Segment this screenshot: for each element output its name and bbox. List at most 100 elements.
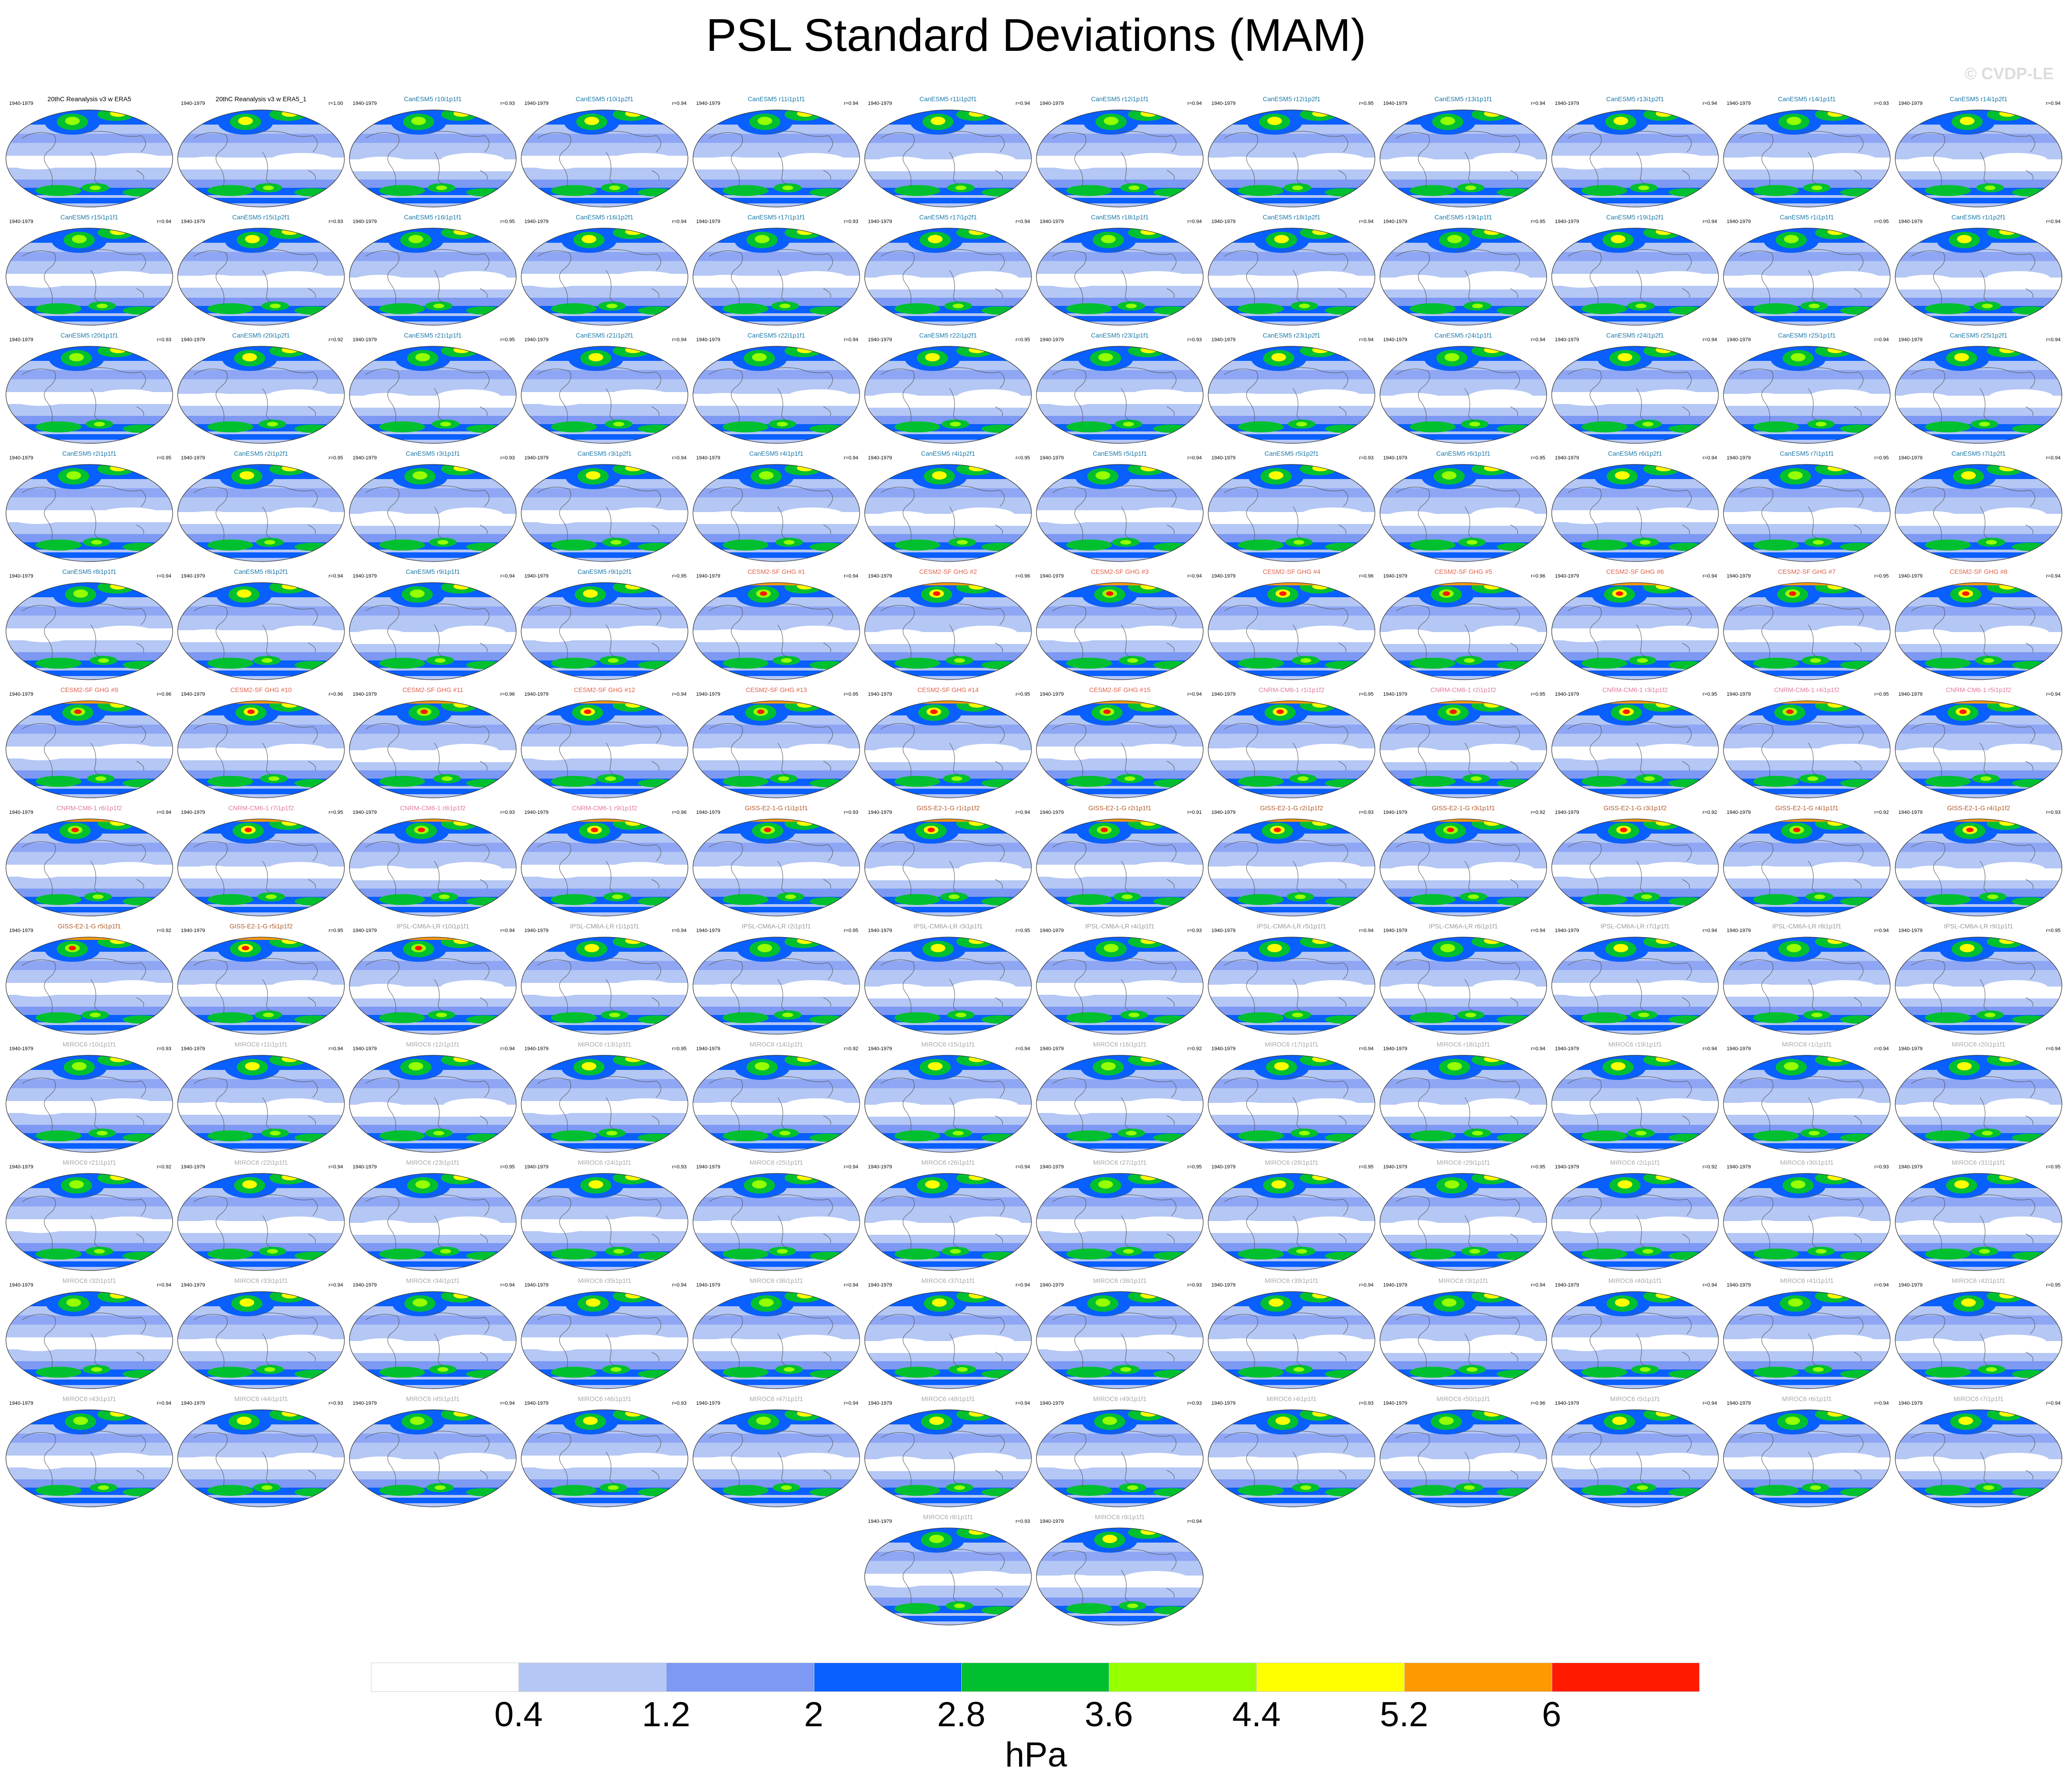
panel-pattern-correlation: r=0.94	[1702, 219, 1718, 224]
psl-stddev-map	[1036, 1291, 1204, 1389]
map-panel: MIROC6 r11i1p1f1 1940-1979 r=0.94	[175, 1041, 347, 1156]
panel-pattern-correlation: r=0.94	[672, 928, 687, 933]
panel-pattern-correlation: r=0.94	[1359, 1282, 1374, 1288]
panel-pattern-correlation: r=0.94	[844, 101, 859, 106]
psl-stddev-map	[1723, 818, 1891, 916]
psl-stddev-map	[1723, 346, 1891, 444]
map-panel: CanESM5 r15i1p2f1 1940-1979 r=0.93	[175, 213, 347, 329]
psl-stddev-map	[1208, 818, 1375, 916]
map-panel: MIROC6 r1i1p1f1 1940-1979 r=0.94	[1721, 1041, 1892, 1156]
psl-stddev-map	[1208, 937, 1375, 1035]
panel-pattern-correlation: r=0.94	[1187, 455, 1202, 461]
panel-years-label: 1940-1979	[1555, 455, 1579, 461]
panel-years-label: 1940-1979	[1555, 692, 1579, 697]
psl-stddev-map	[864, 346, 1032, 444]
psl-stddev-map	[521, 464, 688, 562]
panel-years-label: 1940-1979	[1555, 337, 1579, 343]
panel-pattern-correlation: r=0.94	[1187, 692, 1202, 697]
psl-stddev-map	[1036, 346, 1204, 444]
panel-years-label: 1940-1979	[1383, 455, 1407, 461]
panel-years-label: 1940-1979	[181, 928, 205, 933]
panel-run-title: CanESM5 r8i1p2f1	[234, 568, 289, 575]
panel-pattern-correlation: r=0.94	[500, 928, 515, 933]
panel-years-label: 1940-1979	[353, 692, 377, 697]
map-panel: 20thC Reanalysis v3 w ERA5_1 1940-1979 r=1…	[175, 95, 347, 211]
psl-stddev-map	[1551, 464, 1719, 562]
psl-stddev-map	[1895, 818, 2062, 916]
psl-stddev-map	[1551, 818, 1719, 916]
psl-stddev-map	[864, 1527, 1032, 1625]
panel-run-title: CanESM5 r24i1p2f1	[1606, 332, 1664, 339]
psl-stddev-map	[5, 109, 173, 207]
panel-run-title: CanESM5 r5i1p2f1	[1264, 450, 1319, 457]
panel-pattern-correlation: r=0.93	[844, 810, 859, 815]
panel-years-label: 1940-1979	[1383, 573, 1407, 579]
psl-stddev-map	[864, 1055, 1032, 1153]
panel-pattern-correlation: r=0.94	[328, 1164, 344, 1170]
panel-pattern-correlation: r=0.94	[157, 573, 172, 579]
map-panel: CanESM5 r24i1p1f1 1940-1979 r=0.94	[1378, 332, 1549, 447]
map-panel: GISS-E2-1-G r1i1p1f1 1940-1979 r=0.93	[691, 804, 862, 920]
psl-stddev-map	[177, 228, 345, 326]
panel-run-title: CanESM5 r23i1p2f1	[1262, 332, 1321, 339]
map-panel: CNRM-CM6-1 r4i1p1f2 1940-1979 r=0.95	[1721, 686, 1892, 802]
panel-years-label: 1940-1979	[9, 1046, 33, 1052]
panel-pattern-correlation: r=0.94	[1187, 219, 1202, 224]
psl-stddev-map	[521, 818, 688, 916]
panel-years-label: 1940-1979	[353, 219, 377, 224]
panel-pattern-correlation: r=0.95	[672, 1046, 687, 1052]
panel-years-label: 1940-1979	[696, 928, 720, 933]
map-panel: IPSL-CM6A-LR r6i1p1f1 1940-1979 r=0.94	[1378, 922, 1549, 1038]
panel-run-title: CNRM-CM6-1 r7i1p1f2	[228, 804, 294, 812]
panel-run-title: MIROC6 r1i1p1f1	[1782, 1041, 1832, 1048]
map-panel: MIROC6 r24i1p1f1 1940-1979 r=0.93	[519, 1159, 690, 1274]
map-panel: CESM2-SF GHG #4 1940-1979 r=0.96	[1206, 568, 1377, 683]
panel-years-label: 1940-1979	[1555, 1282, 1579, 1288]
map-panel: CESM2-SF GHG #1 1940-1979 r=0.94	[691, 568, 862, 683]
psl-stddev-map	[177, 1173, 345, 1271]
panel-years-label: 1940-1979	[9, 928, 33, 933]
panel-pattern-correlation: r=0.94	[672, 692, 687, 697]
panel-years-label: 1940-1979	[524, 928, 549, 933]
panel-run-title: MIROC6 r44i1p1f1	[234, 1395, 288, 1402]
psl-stddev-map	[1036, 818, 1204, 916]
panel-run-title: CanESM5 r25i1p2f1	[1949, 332, 2008, 339]
panel-years-label: 1940-1979	[696, 1282, 720, 1288]
panel-pattern-correlation: r=0.95	[1702, 692, 1718, 697]
psl-stddev-map	[1895, 109, 2062, 207]
psl-stddev-map	[1895, 464, 2062, 562]
psl-stddev-map	[1895, 1173, 2062, 1271]
map-panel: CanESM5 r8i1p2f1 1940-1979 r=0.94	[175, 568, 347, 683]
map-panel: CanESM5 r19i1p1f1 1940-1979 r=0.95	[1378, 213, 1549, 329]
map-panel: MIROC6 r26i1p1f1 1940-1979 r=0.94	[862, 1159, 1034, 1274]
map-panel: CanESM5 r5i1p1f1 1940-1979 r=0.94	[1034, 450, 1205, 565]
map-panel: CanESM5 r14i1p2f1 1940-1979 r=0.94	[1893, 95, 2064, 211]
panel-run-title: IPSL-CM6A-LR r10i1p1f1	[396, 922, 469, 930]
panel-years-label: 1940-1979	[1727, 810, 1751, 815]
panel-run-title: MIROC6 r15i1p1f1	[921, 1041, 975, 1048]
panel-run-title: CanESM5 r19i1p2f1	[1606, 213, 1664, 221]
panel-years-label: 1940-1979	[868, 455, 892, 461]
panel-years-label: 1940-1979	[1211, 1401, 1236, 1406]
panel-pattern-correlation: r=0.93	[672, 1401, 687, 1406]
panel-years-label: 1940-1979	[1040, 1046, 1064, 1052]
panel-pattern-correlation: r=0.95	[1015, 928, 1031, 933]
panel-run-title: CanESM5 r3i1p1f1	[405, 450, 460, 457]
panel-run-title: IPSL-CM6A-LR r3i1p1f1	[913, 922, 983, 930]
panel-years-label: 1940-1979	[1211, 1164, 1236, 1170]
panel-run-title: MIROC6 r14i1p1f1	[749, 1041, 803, 1048]
panel-years-label: 1940-1979	[1555, 928, 1579, 933]
panel-run-title: CanESM5 r2i1p2f1	[234, 450, 289, 457]
map-panel: MIROC6 r6i1p1f1 1940-1979 r=0.94	[1721, 1395, 1892, 1511]
map-panel: CNRM-CM6-1 r2i1p1f2 1940-1979 r=0.95	[1378, 686, 1549, 802]
panel-pattern-correlation: r=0.93	[328, 1401, 344, 1406]
panel-years-label: 1940-1979	[353, 928, 377, 933]
panel-run-title: CanESM5 r11i1p1f1	[747, 95, 805, 103]
panel-pattern-correlation: r=0.94	[1015, 219, 1031, 224]
map-panel: CanESM5 r17i1p1f1 1940-1979 r=0.93	[691, 213, 862, 329]
map-panel: CNRM-CM6-1 r1i1p1f2 1940-1979 r=0.95	[1206, 686, 1377, 802]
panel-years-label: 1940-1979	[1211, 692, 1236, 697]
panel-years-label: 1940-1979	[181, 1401, 205, 1406]
panel-pattern-correlation: r=0.92	[1187, 1046, 1202, 1052]
panel-pattern-correlation: r=0.95	[1531, 1164, 1546, 1170]
